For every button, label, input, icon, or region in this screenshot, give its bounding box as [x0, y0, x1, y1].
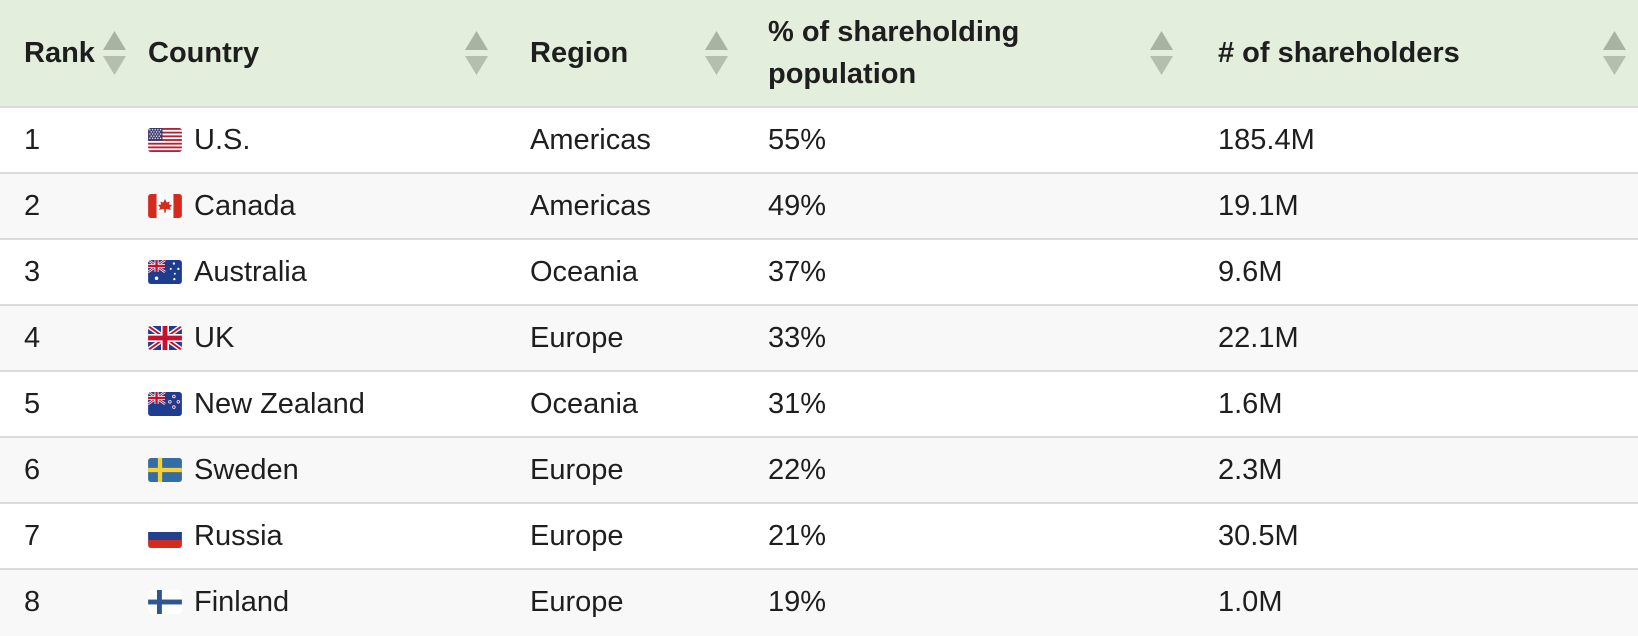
pct-cell: 22%: [768, 453, 827, 486]
table-row-uk: 4 UK Europe 33% 22.1M: [0, 304, 1638, 370]
country-name: UK: [194, 321, 235, 354]
table-row-canada: 2 Canada Americas 49% 19.1M: [0, 172, 1638, 238]
shareholders-cell: 1.0M: [1218, 585, 1283, 618]
table-row-finland: 8 Finland Europe 19% 1.0M: [0, 568, 1638, 634]
shareholders-cell: 9.6M: [1218, 255, 1283, 288]
column-label-num-shareholders: # of shareholders: [1218, 37, 1460, 69]
table-row-australia: 3 Australia Oceania 37% 9.6M: [0, 238, 1638, 304]
region-cell: Europe: [530, 585, 624, 618]
region-cell: Europe: [530, 519, 624, 552]
country-cell: UK: [124, 322, 500, 355]
pct-cell: 21%: [768, 519, 827, 552]
flag-russia-icon: [148, 524, 182, 548]
column-label-rank: Rank: [24, 37, 95, 69]
column-header-num-shareholders[interactable]: # of shareholders: [1185, 0, 1638, 106]
column-header-pct-shareholding[interactable]: % of shareholding population: [740, 0, 1185, 106]
pct-cell: 49%: [768, 189, 827, 222]
column-header-rank[interactable]: Rank: [0, 0, 126, 106]
rank-cell: 1: [24, 123, 41, 156]
region-cell: Europe: [530, 321, 624, 354]
pct-cell: 55%: [768, 123, 827, 156]
shareholders-cell: 185.4M: [1218, 123, 1315, 156]
pct-cell: 37%: [768, 255, 827, 288]
flag-new-zealand-icon: [148, 392, 182, 416]
country-name: Australia: [194, 255, 307, 288]
region-cell: Americas: [530, 189, 651, 222]
country-name: Russia: [194, 519, 283, 552]
country-cell: Finland: [124, 586, 500, 619]
pct-cell: 33%: [768, 321, 827, 354]
country-cell: U.S.: [124, 124, 500, 157]
column-header-country[interactable]: Country: [124, 0, 500, 106]
pct-cell: 19%: [768, 585, 827, 618]
shareholders-cell: 2.3M: [1218, 453, 1283, 486]
rank-cell: 2: [24, 189, 41, 222]
column-label-pct-shareholding: % of shareholding population: [768, 16, 1020, 90]
table-row-new-zealand: 5 New Zealand Oceania 31% 1.6M: [0, 370, 1638, 436]
flag-sweden-icon: [148, 458, 182, 482]
sort-arrows-icon[interactable]: [465, 31, 488, 75]
table-header: Rank Country Region % of shareholding po…: [0, 0, 1638, 106]
country-cell: New Zealand: [124, 388, 500, 421]
region-cell: Europe: [530, 453, 624, 486]
rank-cell: 7: [24, 519, 41, 552]
table-row-sweden: 6 Sweden Europe 22% 2.3M: [0, 436, 1638, 502]
shareholders-cell: 30.5M: [1218, 519, 1299, 552]
column-label-country: Country: [148, 37, 260, 69]
region-cell: Americas: [530, 123, 651, 156]
shareholders-cell: 1.6M: [1218, 387, 1283, 420]
pct-cell: 31%: [768, 387, 827, 420]
rank-cell: 3: [24, 255, 41, 288]
flag-finland-icon: [148, 590, 182, 614]
sort-arrows-icon[interactable]: [705, 31, 728, 75]
sort-arrows-icon[interactable]: [102, 31, 126, 75]
country-name: Finland: [194, 585, 290, 618]
shareholders-cell: 22.1M: [1218, 321, 1299, 354]
country-name: U.S.: [194, 123, 251, 156]
region-cell: Oceania: [530, 387, 639, 420]
country-name: Canada: [194, 189, 296, 222]
table-row-russia: 7 Russia Europe 21% 30.5M: [0, 502, 1638, 568]
rank-cell: 8: [24, 585, 41, 618]
table-body: 1 U.S. Americas 55% 185.4M 2: [0, 106, 1638, 634]
column-label-region: Region: [530, 37, 629, 69]
country-name: Sweden: [194, 453, 299, 486]
table-row-us: 1 U.S. Americas 55% 185.4M: [0, 106, 1638, 172]
flag-australia-icon: [148, 260, 182, 284]
shareholders-cell: 19.1M: [1218, 189, 1299, 222]
country-cell: Russia: [124, 520, 500, 553]
sort-arrows-icon[interactable]: [1150, 31, 1173, 75]
column-header-region[interactable]: Region: [500, 0, 740, 106]
country-cell: Sweden: [124, 454, 500, 487]
rank-cell: 4: [24, 321, 41, 354]
flag-canada-icon: [148, 194, 182, 218]
rank-cell: 6: [24, 453, 41, 486]
flag-uk-icon: [148, 326, 182, 350]
country-name: New Zealand: [194, 387, 365, 420]
region-cell: Oceania: [530, 255, 639, 288]
country-cell: Canada: [124, 190, 500, 223]
flag-us-icon: [148, 128, 182, 152]
sort-arrows-icon[interactable]: [1603, 31, 1626, 75]
country-cell: Australia: [124, 256, 500, 289]
rank-cell: 5: [24, 387, 41, 420]
